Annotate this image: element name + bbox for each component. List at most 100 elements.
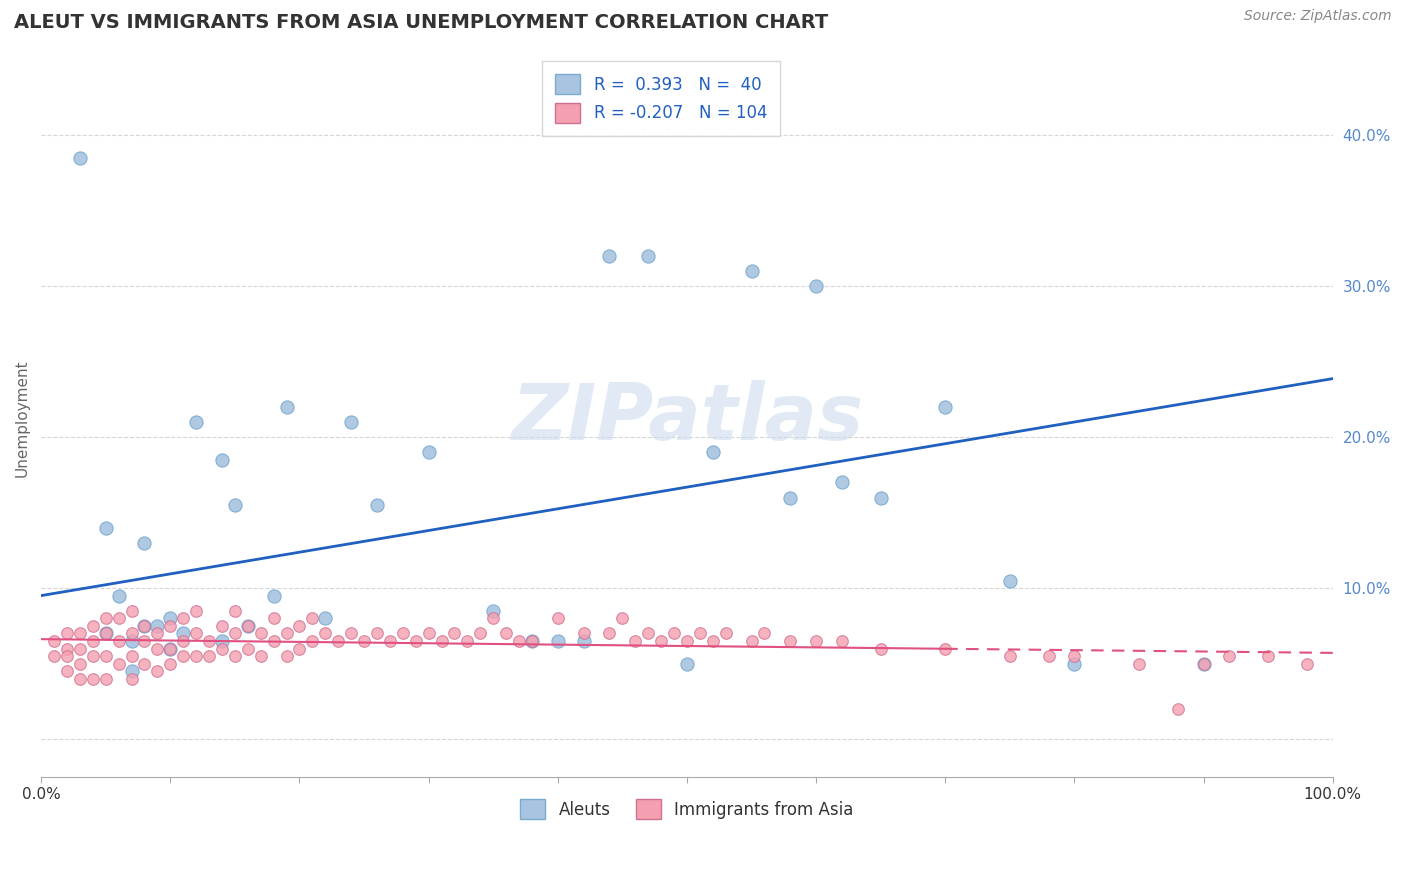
Point [107,657,129,671]
Point [198,648,221,663]
Point [779,491,801,505]
Point [159,641,181,656]
Legend: Aleuts, Immigrants from Asia: Aleuts, Immigrants from Asia [513,792,860,826]
Point [366,498,388,512]
Point [998,574,1021,588]
Point [121,626,143,640]
Point [56,641,79,656]
Point [1128,657,1150,671]
Point [263,634,285,648]
Point [650,634,672,648]
Text: Source: ZipAtlas.com: Source: ZipAtlas.com [1244,9,1392,23]
Point [69,626,91,640]
Point [470,626,492,640]
Point [353,634,375,648]
Point [172,634,194,648]
Point [1257,648,1279,663]
Point [482,604,505,618]
Point [107,589,129,603]
Point [1296,657,1319,671]
Point [456,634,478,648]
Point [702,634,724,648]
Point [236,619,259,633]
Point [159,611,181,625]
Point [741,264,763,278]
Point [134,657,156,671]
Point [366,626,388,640]
Y-axis label: Unemployment: Unemployment [15,359,30,477]
Point [134,619,156,633]
Point [869,641,891,656]
Point [121,672,143,686]
Point [42,634,65,648]
Point [146,626,169,640]
Point [301,611,323,625]
Text: ALEUT VS IMMIGRANTS FROM ASIA UNEMPLOYMENT CORRELATION CHART: ALEUT VS IMMIGRANTS FROM ASIA UNEMPLOYME… [14,13,828,32]
Point [276,648,298,663]
Point [69,657,91,671]
Point [314,626,336,640]
Point [121,648,143,663]
Point [612,611,634,625]
Point [998,648,1021,663]
Point [184,648,207,663]
Point [689,626,711,640]
Point [134,634,156,648]
Point [288,619,311,633]
Point [56,626,79,640]
Point [276,400,298,414]
Point [224,648,246,663]
Point [236,619,259,633]
Point [211,619,233,633]
Point [301,634,323,648]
Point [249,648,271,663]
Point [159,619,181,633]
Point [934,400,956,414]
Point [520,634,543,648]
Point [418,445,440,459]
Point [662,626,685,640]
Point [56,664,79,678]
Point [520,634,543,648]
Point [94,648,117,663]
Point [598,249,620,263]
Point [211,452,233,467]
Point [56,648,79,663]
Point [1192,657,1215,671]
Point [391,626,413,640]
Point [1038,648,1060,663]
Point [172,648,194,663]
Point [676,634,699,648]
Point [249,626,271,640]
Point [741,634,763,648]
Point [159,641,181,656]
Point [869,491,891,505]
Point [69,151,91,165]
Point [754,626,776,640]
Point [94,521,117,535]
Point [328,634,350,648]
Point [146,619,169,633]
Point [314,611,336,625]
Point [211,641,233,656]
Point [198,634,221,648]
Point [637,249,659,263]
Point [482,611,505,625]
Point [159,657,181,671]
Point [69,672,91,686]
Point [121,634,143,648]
Point [146,664,169,678]
Point [236,641,259,656]
Point [714,626,737,640]
Point [547,634,569,648]
Point [94,626,117,640]
Point [184,415,207,429]
Point [276,626,298,640]
Point [94,626,117,640]
Point [1218,648,1240,663]
Point [831,475,853,490]
Point [94,672,117,686]
Point [1063,648,1085,663]
Point [184,604,207,618]
Point [134,619,156,633]
